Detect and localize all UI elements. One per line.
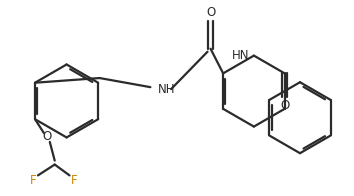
Text: NH: NH	[158, 83, 176, 96]
Text: HN: HN	[232, 49, 250, 62]
Text: F: F	[71, 174, 78, 187]
Text: O: O	[280, 99, 289, 112]
Text: O: O	[206, 6, 215, 19]
Text: O: O	[42, 131, 51, 143]
Text: F: F	[30, 174, 36, 187]
